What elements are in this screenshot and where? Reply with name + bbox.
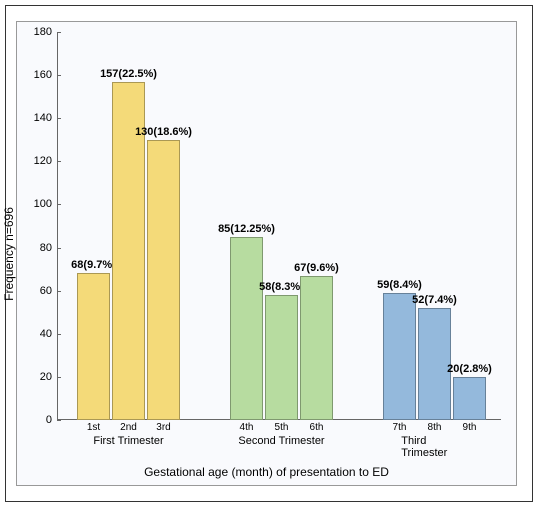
y-tick-label: 140 (34, 112, 52, 124)
y-axis-title: Frequency n=696 (2, 207, 16, 301)
group-label: Third Trimester (401, 435, 468, 459)
bar-value-label: 85(12.25%) (218, 223, 275, 235)
bar: 52(7.4%) (418, 308, 451, 420)
x-tick-label: 6th (310, 422, 324, 433)
group-label: First Trimester (93, 435, 163, 447)
x-tick-label: 1st (87, 422, 100, 433)
bar: 130(18.6%) (147, 140, 180, 420)
x-tick-label: 2nd (120, 422, 137, 433)
bar: 58(8.3%) (265, 295, 298, 420)
bar-value-label: 157(22.5%) (100, 68, 157, 80)
y-tick-label: 180 (34, 26, 52, 38)
y-tick-label: 160 (34, 69, 52, 81)
bar: 68(9.7%) (77, 273, 110, 420)
x-tick-label: 4th (240, 422, 254, 433)
y-tick-label: 40 (40, 328, 52, 340)
x-labels-area: 1st 2nd 3rd First Trimester 4th 5th 6th Second … (57, 420, 501, 450)
x-tick-label: 8th (428, 422, 442, 433)
bar-value-label: 68(9.7%) (71, 259, 116, 271)
y-tick-label: 80 (40, 242, 52, 254)
bar-value-label: 52(7.4%) (412, 294, 457, 306)
y-tick-label: 120 (34, 155, 52, 167)
bar-value-label: 130(18.6%) (135, 126, 192, 138)
x-tick-label: 9th (463, 422, 477, 433)
bar-value-label: 67(9.6%) (294, 262, 339, 274)
chart-outer-frame: Frequency n=696 0 20 40 60 80 100 120 140 160 180… (5, 5, 533, 502)
y-tick-label: 100 (34, 198, 52, 210)
group-label: Second Trimester (238, 435, 324, 447)
bar-value-label: 20(2.8%) (447, 363, 492, 375)
bar-value-label: 59(8.4%) (377, 279, 422, 291)
x-axis-title: Gestational age (month) of presentation … (17, 465, 516, 479)
x-tick-label: 7th (393, 422, 407, 433)
chart-inner-frame: Frequency n=696 020406080100120140160180… (16, 21, 517, 486)
bars-area: 68(9.7%)157(22.5%)130(18.6%)85(12.25%)58… (57, 32, 501, 420)
x-tick-label: 3rd (156, 422, 170, 433)
plot-area: 68(9.7%)157(22.5%)130(18.6%)85(12.25%)58… (57, 32, 501, 420)
y-tick-label: 60 (40, 285, 52, 297)
y-tick-label: 0 (46, 414, 52, 426)
bar-value-label: 58(8.3%) (259, 281, 304, 293)
y-tick-label: 20 (40, 371, 52, 383)
bar: 20(2.8%) (453, 377, 486, 420)
x-tick-label: 5th (275, 422, 289, 433)
bar: 67(9.6%) (300, 276, 333, 420)
bar: 85(12.25%) (230, 237, 263, 420)
bar: 59(8.4%) (383, 293, 416, 420)
y-axis: 020406080100120140160180 (17, 32, 57, 420)
